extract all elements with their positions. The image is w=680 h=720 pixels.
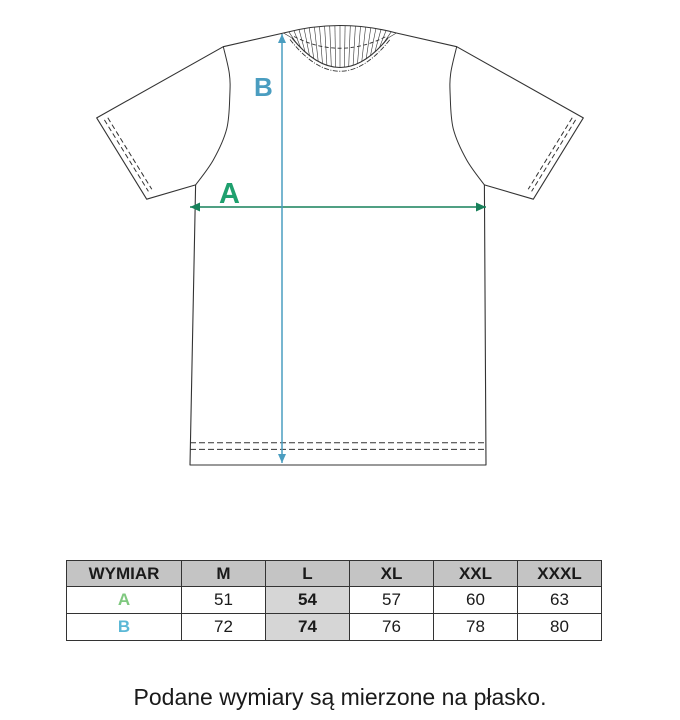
- svg-text:A: A: [219, 178, 240, 210]
- svg-text:B: B: [254, 72, 273, 102]
